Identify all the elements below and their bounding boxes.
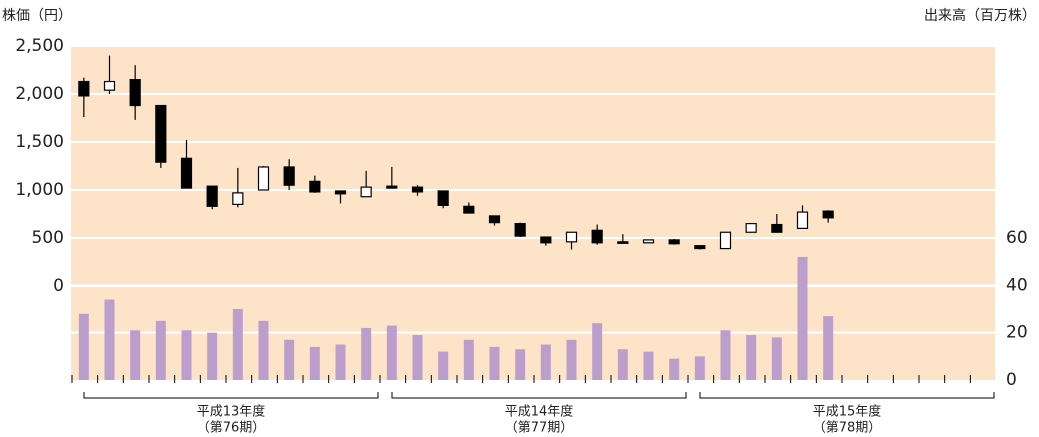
candle-body	[360, 186, 372, 198]
volume-bar	[438, 351, 449, 380]
candle-body	[642, 239, 655, 244]
candle-body	[78, 80, 90, 97]
y-axis-label: 株価（円）	[2, 8, 72, 24]
candle-body	[257, 166, 270, 191]
candle-body	[565, 231, 578, 243]
candle-body	[463, 205, 475, 214]
plot-background	[71, 46, 995, 380]
candle-body	[309, 180, 321, 193]
group-sublabel: （第78期）	[813, 421, 882, 436]
volume-bar	[489, 346, 500, 380]
candle-body	[668, 239, 680, 245]
candle-body	[617, 241, 629, 244]
y-tick-label: 1,500	[15, 132, 64, 152]
y-tick-label: 2,500	[15, 36, 64, 56]
y2-axis-label: 出来高（百万株）	[924, 7, 1036, 24]
candle-body	[694, 245, 706, 250]
candle-body	[206, 185, 218, 207]
volume-bar	[386, 325, 397, 380]
candle-body	[155, 104, 167, 163]
volume-bar	[412, 335, 423, 380]
candle-body	[488, 215, 501, 224]
candle-body	[411, 186, 424, 193]
volume-bar	[361, 327, 372, 380]
group-label: 平成13年度	[197, 404, 266, 420]
group-label: 平成15年度	[813, 404, 882, 420]
volume-bar	[823, 316, 834, 380]
volume-bar	[232, 309, 243, 380]
volume-bar	[309, 346, 320, 380]
y-tick-label: 1,000	[15, 180, 64, 200]
volume-bar	[155, 320, 166, 380]
volume-bar	[258, 320, 269, 380]
candle-body	[796, 211, 809, 230]
volume-bar	[540, 344, 551, 380]
y-tick-label: 500	[32, 228, 64, 248]
candle-body	[745, 223, 757, 233]
y2-tick-label: 0	[1006, 370, 1017, 390]
group-sublabel: （第77期）	[505, 421, 574, 436]
candle-body	[386, 185, 398, 189]
group-bracket	[391, 392, 687, 399]
group-bracket	[699, 392, 995, 399]
volume-bar	[643, 351, 654, 380]
volume-bar	[566, 339, 577, 380]
candle-body	[437, 190, 449, 206]
volume-bar	[130, 330, 141, 380]
volume-bar	[335, 344, 346, 380]
y-tick-label: 2,000	[15, 84, 64, 104]
candle-body	[129, 78, 141, 107]
y2-tick-label: 40	[1006, 275, 1028, 295]
candle-body	[514, 223, 526, 237]
candle-body	[232, 192, 244, 206]
candle-body	[180, 157, 193, 189]
volume-bar	[669, 358, 680, 380]
volume-bar	[617, 349, 628, 380]
candle-body	[822, 210, 834, 219]
volume-bar	[797, 256, 808, 380]
group-label: 平成14年度	[505, 404, 574, 420]
volume-bar	[207, 332, 218, 380]
volume-bar	[515, 349, 526, 380]
y2-tick-label: 60	[1006, 228, 1028, 248]
candle-body	[103, 80, 116, 91]
group-sublabel: （第76期）	[197, 421, 266, 436]
volume-bar	[78, 313, 89, 380]
candle-body	[334, 190, 347, 195]
volume-bar	[463, 339, 474, 380]
y2-tick-label: 20	[1006, 323, 1028, 343]
candle-body	[771, 223, 783, 233]
candle-body	[540, 236, 552, 244]
volume-bar	[181, 330, 192, 380]
volume-bar	[104, 299, 115, 380]
candle-body	[719, 231, 732, 250]
volume-bar	[746, 335, 757, 380]
candle-body	[591, 229, 603, 244]
y-tick-label: 0	[53, 276, 64, 296]
volume-bar	[720, 330, 731, 380]
volume-bar	[284, 339, 295, 380]
group-bracket	[83, 392, 379, 399]
candle-body	[283, 166, 295, 186]
volume-bar	[694, 356, 705, 380]
volume-bar	[592, 323, 603, 380]
volume-bar	[771, 337, 782, 380]
